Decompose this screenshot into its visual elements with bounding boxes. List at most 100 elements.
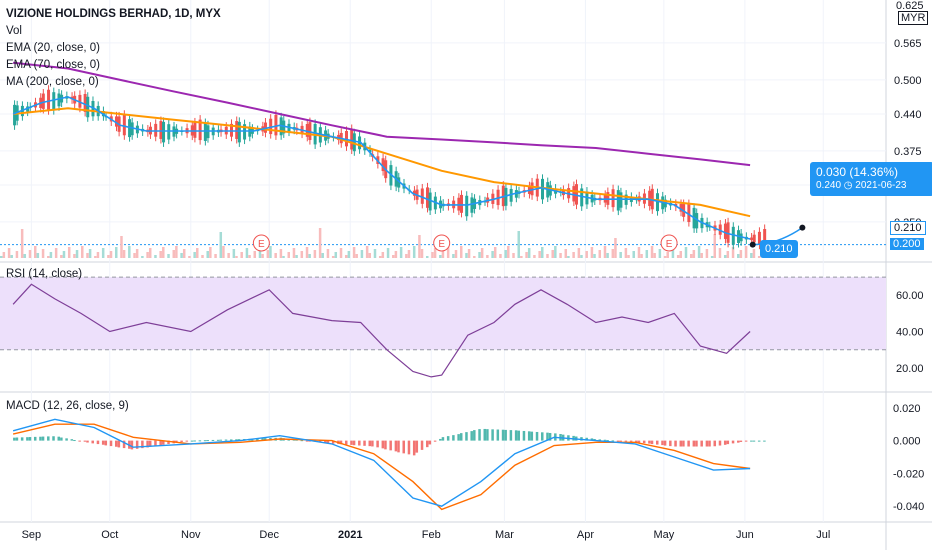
macd-histogram-bar bbox=[535, 431, 539, 441]
volume-bar bbox=[146, 252, 149, 258]
volume-bar bbox=[689, 254, 693, 258]
macd-histogram-bar bbox=[193, 440, 196, 442]
macd-histogram-bar bbox=[148, 440, 152, 447]
macd-histogram-bar bbox=[426, 440, 429, 448]
volume-bar bbox=[653, 253, 656, 258]
macd-histogram-bar bbox=[635, 440, 638, 443]
candle-body bbox=[203, 123, 207, 141]
candle-body bbox=[580, 188, 584, 207]
candle-body bbox=[122, 114, 126, 136]
macd-tick-label: -0.040 bbox=[893, 501, 924, 513]
macd-histogram-bar bbox=[57, 436, 60, 441]
volume-bar bbox=[60, 255, 63, 258]
volume-bar bbox=[590, 247, 594, 258]
macd-histogram-bar bbox=[60, 437, 63, 441]
x-tick-label: Oct bbox=[101, 529, 118, 541]
candle-body bbox=[352, 133, 356, 152]
volume-bar bbox=[23, 254, 27, 258]
volume-bar bbox=[679, 251, 683, 258]
volume-bar bbox=[101, 248, 105, 258]
macd-histogram-bar bbox=[261, 438, 264, 441]
volume-bar bbox=[454, 250, 458, 258]
volume-bar bbox=[713, 234, 717, 258]
volume-bar bbox=[567, 256, 570, 258]
macd-histogram-bar bbox=[300, 440, 304, 442]
volume-bar bbox=[344, 255, 348, 258]
volume-bar bbox=[525, 252, 528, 258]
projection-end-point bbox=[799, 224, 806, 231]
projection-annotation[interactable]: 0.030 (14.36%) 0.240 ◷ 2021-06-23 bbox=[810, 162, 932, 196]
volume-bar bbox=[248, 255, 251, 258]
legend: VIZIONE HOLDINGS BERHAD, 1D, MYX Vol EMA… bbox=[6, 6, 221, 91]
volume-bar bbox=[446, 247, 450, 258]
earnings-marker bbox=[252, 234, 270, 252]
volume-bar bbox=[20, 229, 24, 258]
volume-bar bbox=[394, 251, 398, 258]
macd-histogram-bar bbox=[352, 440, 356, 446]
macd-histogram-bar bbox=[384, 440, 387, 450]
macd-histogram-bar bbox=[726, 440, 730, 445]
volume-bar bbox=[373, 249, 377, 258]
volume-bar bbox=[282, 256, 285, 258]
macd-histogram-bar bbox=[750, 440, 753, 442]
volume-bar bbox=[478, 252, 481, 258]
macd-histogram-bar bbox=[13, 437, 16, 441]
volume-bar bbox=[313, 250, 317, 258]
volume-bar bbox=[287, 252, 290, 258]
volume-bar bbox=[473, 256, 476, 258]
macd-histogram-bar bbox=[73, 440, 76, 442]
macd-histogram-bar bbox=[65, 438, 68, 441]
volume-bar bbox=[193, 252, 196, 258]
volume-bar bbox=[538, 251, 541, 258]
volume-bar bbox=[0, 256, 3, 258]
x-tick-label: Jun bbox=[736, 529, 754, 541]
volume-bar bbox=[499, 254, 502, 258]
volume-bar bbox=[559, 253, 562, 258]
ema70-label: EMA (70, close, 0) bbox=[6, 59, 100, 71]
macd-histogram-bar bbox=[752, 440, 756, 442]
candle-body bbox=[420, 188, 424, 204]
candle-body bbox=[679, 204, 683, 212]
macd-histogram-bar bbox=[229, 439, 233, 441]
candle-body bbox=[574, 184, 578, 205]
macd-histogram-bar bbox=[167, 440, 170, 445]
volume-bar bbox=[7, 248, 11, 258]
macd-histogram-bar bbox=[324, 440, 327, 443]
macd-histogram-bar bbox=[682, 440, 685, 447]
macd-histogram-bar bbox=[522, 430, 526, 441]
candle-body bbox=[47, 89, 51, 111]
candle-body bbox=[750, 237, 754, 241]
volume-bar bbox=[386, 248, 390, 258]
macd-histogram-bar bbox=[656, 440, 659, 445]
candle-body bbox=[235, 121, 239, 139]
volume-bar bbox=[726, 251, 730, 258]
volume-bar bbox=[41, 249, 45, 258]
macd-histogram-bar bbox=[439, 438, 442, 441]
macd-histogram-bar bbox=[496, 429, 500, 441]
volume-bar bbox=[512, 253, 515, 258]
candle-body bbox=[243, 124, 247, 140]
macd-histogram-bar bbox=[744, 440, 748, 442]
candle-body bbox=[619, 192, 623, 208]
volume-bar bbox=[405, 254, 408, 258]
volume-bar bbox=[120, 236, 123, 258]
volume-bar bbox=[658, 249, 662, 258]
volume-bar bbox=[520, 256, 523, 258]
volume-bar bbox=[94, 256, 97, 258]
macd-histogram-bar bbox=[216, 439, 220, 441]
macd-histogram-bar bbox=[305, 440, 309, 442]
volume-bar bbox=[180, 253, 183, 258]
volume-bar bbox=[368, 253, 372, 258]
earnings-marker bbox=[660, 234, 678, 252]
macd-histogram-bar bbox=[146, 440, 149, 448]
volume-bar bbox=[533, 255, 536, 258]
ema70-line bbox=[12, 107, 751, 218]
currency-badge[interactable]: MYR bbox=[898, 11, 929, 25]
volume-bar bbox=[666, 252, 669, 258]
x-tick-label: May bbox=[653, 529, 674, 541]
macd-tick-label: 0.020 bbox=[893, 403, 921, 415]
macd-histogram-bar bbox=[674, 440, 677, 447]
candle-body bbox=[114, 116, 118, 127]
y-tick-label: 0.565 bbox=[894, 38, 922, 50]
